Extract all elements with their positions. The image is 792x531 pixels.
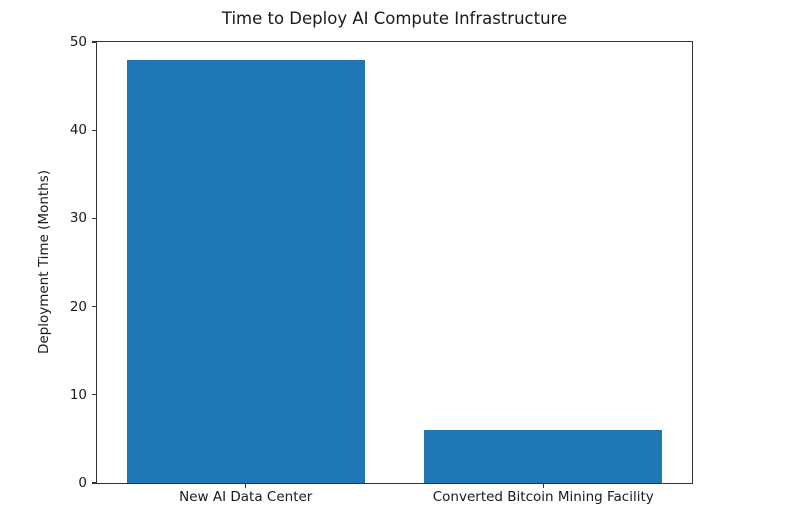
y-tick-label-0: 0 xyxy=(78,475,87,491)
chart-title: Time to Deploy AI Compute Infrastructure xyxy=(221,9,568,28)
y-tick-mark-50 xyxy=(92,41,96,43)
y-tick-mark-30 xyxy=(92,217,96,219)
plot-area xyxy=(96,41,693,484)
bar-1 xyxy=(424,430,663,483)
x-tick-label-0: New AI Data Center xyxy=(179,489,313,505)
bar-0 xyxy=(126,59,365,483)
y-tick-label-50: 50 xyxy=(69,34,87,50)
x-tick-label-1: Converted Bitcoin Mining Facility xyxy=(432,489,654,505)
y-tick-label-40: 40 xyxy=(69,122,87,139)
y-tick-mark-40 xyxy=(92,129,96,131)
y-tick-mark-20 xyxy=(92,306,96,308)
x-tick-mark-1 xyxy=(542,484,544,488)
x-tick-mark-0 xyxy=(245,484,247,488)
y-tick-label-10: 10 xyxy=(69,386,87,403)
y-tick-label-20: 20 xyxy=(69,298,87,315)
y-tick-mark-0 xyxy=(92,482,96,484)
y-tick-mark-10 xyxy=(92,394,96,396)
y-tick-label-30: 30 xyxy=(69,210,87,227)
